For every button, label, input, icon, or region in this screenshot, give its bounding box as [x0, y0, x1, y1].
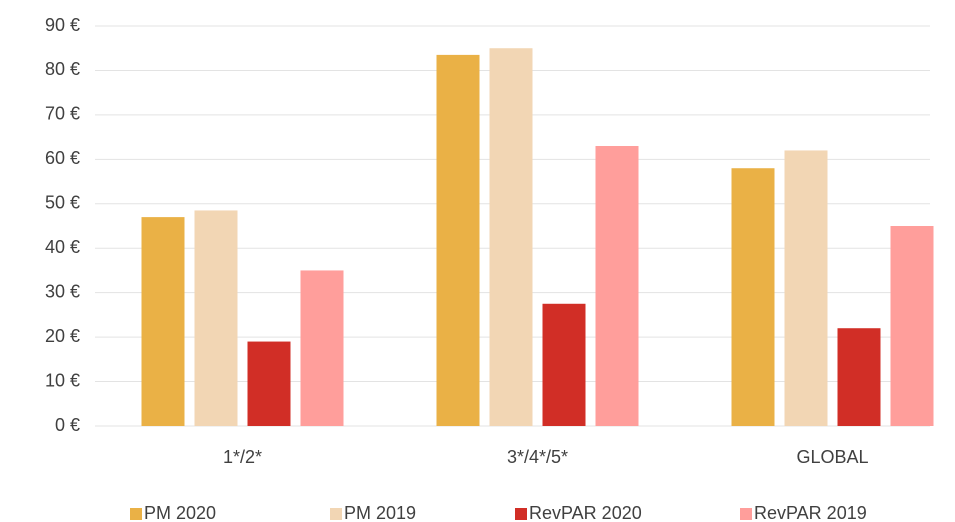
bar — [300, 270, 344, 426]
legend-swatch — [330, 508, 342, 520]
y-tick-label: 0 € — [55, 415, 80, 435]
legend-swatch — [515, 508, 527, 520]
legend-swatch — [740, 508, 752, 520]
bar — [837, 328, 881, 426]
bar — [890, 226, 934, 426]
bar — [731, 168, 775, 426]
y-tick-label: 80 € — [45, 59, 80, 79]
legend-swatch — [130, 508, 142, 520]
y-tick-label: 90 € — [45, 15, 80, 35]
y-tick-label: 20 € — [45, 326, 80, 346]
bar — [247, 341, 291, 426]
bar — [141, 217, 185, 426]
y-tick-label: 30 € — [45, 281, 80, 301]
bar — [489, 48, 533, 426]
y-tick-label: 60 € — [45, 148, 80, 168]
y-tick-label: 10 € — [45, 370, 80, 390]
y-tick-label: 70 € — [45, 104, 80, 124]
bar — [194, 210, 238, 426]
legend-label: PM 2020 — [144, 503, 216, 522]
y-tick-label: 40 € — [45, 237, 80, 257]
legend-label: PM 2019 — [344, 503, 416, 522]
y-tick-label: 50 € — [45, 193, 80, 213]
bar — [542, 303, 586, 426]
x-tick-label: 1*/2* — [223, 447, 262, 467]
x-tick-label: 3*/4*/5* — [507, 447, 568, 467]
x-tick-label: GLOBAL — [796, 447, 868, 467]
bar — [784, 150, 828, 426]
legend-label: RevPAR 2020 — [529, 503, 642, 522]
bar — [595, 146, 639, 426]
bar — [436, 54, 480, 427]
legend-label: RevPAR 2019 — [754, 503, 867, 522]
